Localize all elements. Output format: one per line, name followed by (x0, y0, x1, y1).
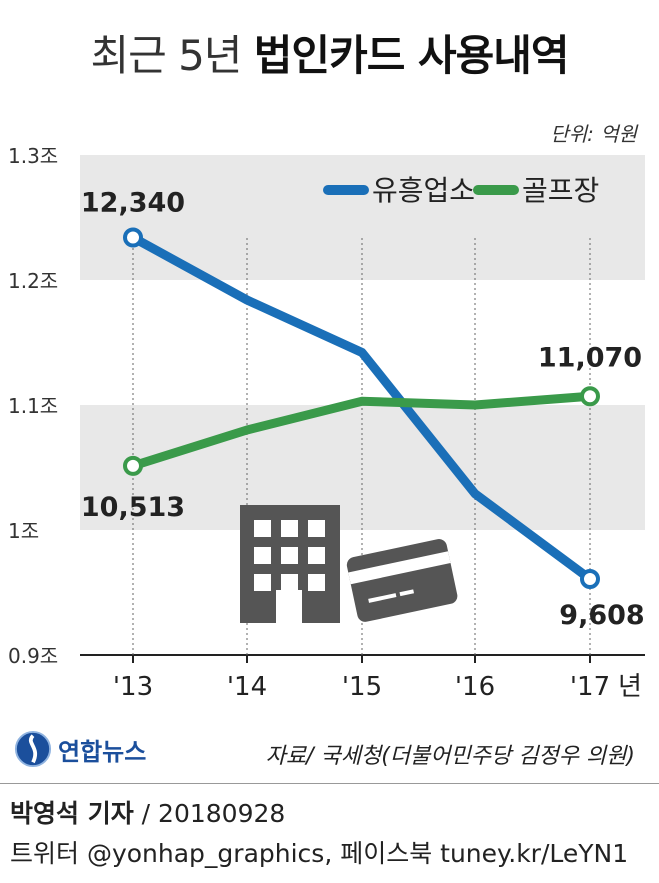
building-window-icon (308, 547, 325, 564)
x-tick-label-4: '17 (570, 672, 610, 702)
building-window-icon (254, 574, 271, 591)
x-tick-label-3: '16 (455, 672, 495, 702)
x-tick-label-1: '14 (227, 672, 267, 702)
credits-area (0, 782, 659, 883)
building-window-icon (281, 547, 298, 564)
y-tick-label-2: 1.1조 (8, 394, 58, 418)
building-window-icon (254, 547, 271, 564)
credit-byline: 박영석 기자 (10, 799, 134, 828)
credit-line-1: 박영석 기자 / 20180928 (10, 794, 285, 830)
building-window-icon (308, 574, 325, 591)
y-tick-label-1: 1.2조 (8, 269, 58, 293)
series-0-endpoint-4 (580, 569, 600, 589)
building-window-icon (308, 520, 325, 537)
series-0-endpoint-0 (123, 227, 143, 248)
credit-card-icon (346, 539, 458, 622)
title-bold: 법인카드 사용내역 (253, 31, 570, 80)
credits-divider (0, 783, 659, 784)
credit-card-number (368, 593, 397, 603)
x-tick-label-0: '13 (113, 672, 153, 702)
credit-card-stripe (348, 551, 451, 585)
building-window-icon (281, 520, 298, 537)
credit-date: / 20180928 (133, 799, 286, 828)
y-tick-label-0: 1.3조 (8, 144, 58, 168)
yonhap-logo-icon (14, 730, 52, 768)
series-line-0 (128, 233, 595, 584)
data-label-0-0: 12,340 (81, 188, 185, 219)
building-window-icon (254, 520, 271, 537)
legend-label-1: 골프장 (522, 174, 599, 207)
credit-line-2: 트위터 @yonhap_graphics, 페이스북 tuney.kr/LeYN… (10, 839, 629, 868)
series-1-endpoint-0 (123, 455, 143, 476)
data-label-0-1: 9,608 (559, 600, 644, 631)
legend-label-0: 유흥업소 (372, 174, 475, 207)
unit-label: 단위: 억원 (550, 122, 637, 146)
source-note: 자료/ 국세청(더불어민주당 김정우 의원) (265, 744, 635, 769)
series-line-1 (128, 391, 595, 471)
x-axis-suffix: 년 (618, 672, 642, 702)
title-light: 최근 5년 (90, 31, 242, 80)
y-tick-label-3: 1조 (8, 519, 39, 543)
publisher-logo: 연합뉴스 (14, 730, 146, 768)
data-label-1-1: 11,070 (538, 342, 642, 373)
building-door-icon (276, 590, 302, 623)
line-chart: 1.3조 1.2조 1.1조 1조 0.9조 '13 '14 '15 '16 '17 년 12,340… (8, 144, 645, 702)
credit-card-number (399, 589, 415, 597)
building-window-icon (281, 574, 298, 591)
data-label-1-0: 10,513 (81, 492, 185, 523)
series-1-endpoint-4 (580, 386, 600, 407)
chart-title: 최근 5년 법인카드 사용내역 (0, 22, 659, 83)
x-tick-label-2: '15 (342, 672, 382, 702)
y-tick-label-4: 0.9조 (8, 644, 58, 668)
logo-text: 연합뉴스 (58, 737, 147, 766)
